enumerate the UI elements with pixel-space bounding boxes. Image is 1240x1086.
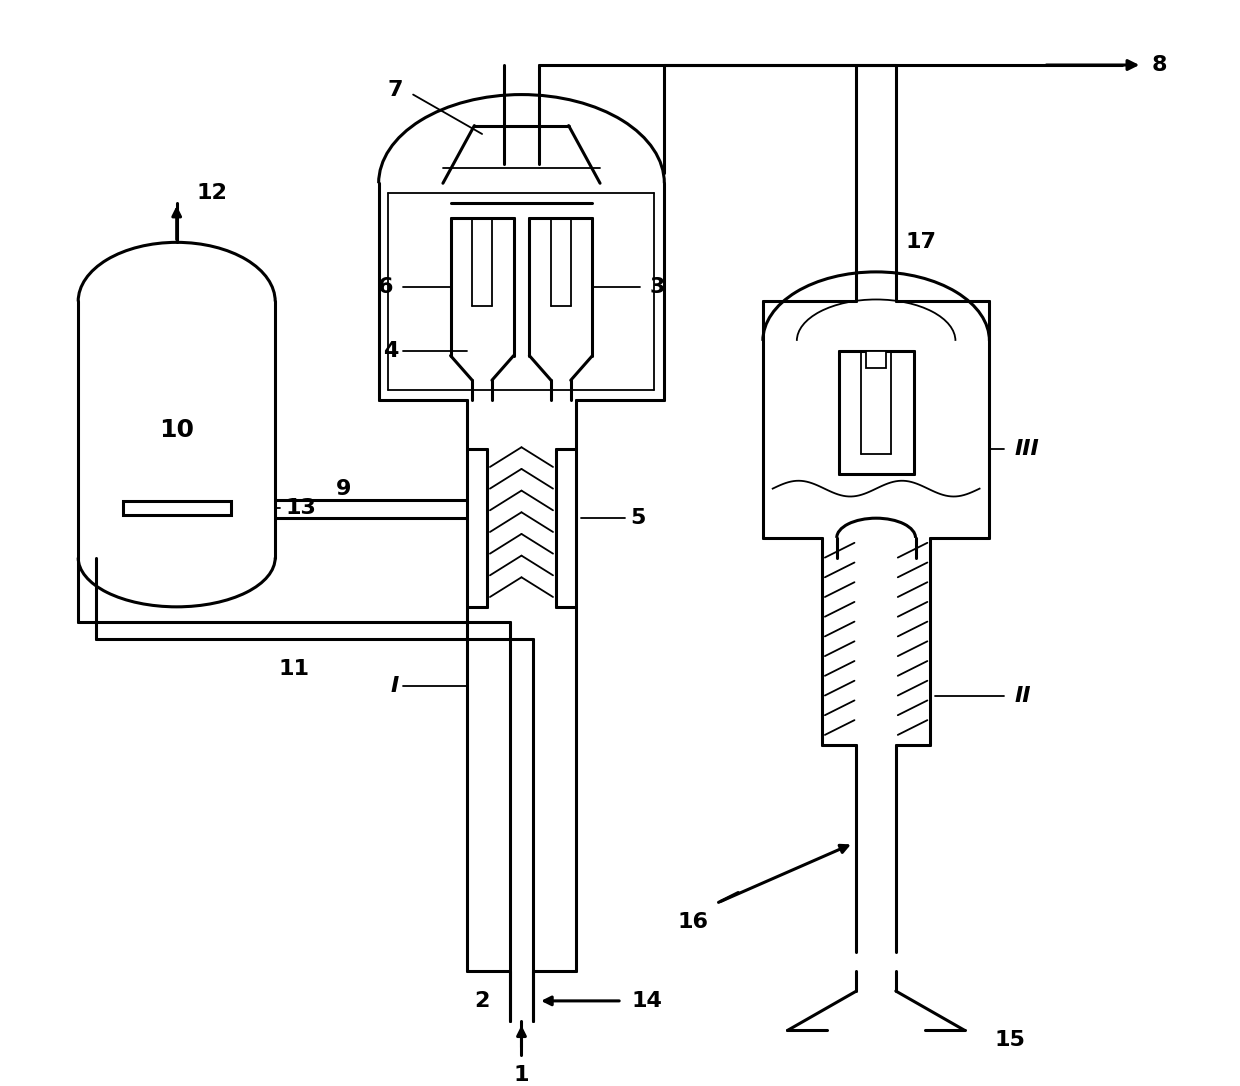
Text: 1: 1: [513, 1065, 529, 1085]
Text: III: III: [1014, 439, 1039, 459]
Text: 2: 2: [475, 990, 490, 1011]
Text: 10: 10: [159, 417, 195, 442]
Bar: [867, 351, 887, 368]
Text: 17: 17: [905, 232, 936, 252]
Text: 7: 7: [388, 79, 403, 100]
Text: 8: 8: [1152, 55, 1168, 75]
Text: 14: 14: [632, 990, 662, 1011]
Text: 9: 9: [336, 479, 352, 498]
Text: 6: 6: [378, 277, 393, 296]
Text: 16: 16: [678, 912, 709, 932]
Text: II: II: [1014, 685, 1030, 706]
Text: 5: 5: [630, 508, 645, 528]
Text: I: I: [391, 675, 398, 696]
Text: 3: 3: [650, 277, 665, 296]
Text: 11: 11: [279, 659, 310, 679]
Text: 4: 4: [383, 341, 398, 361]
Text: 13: 13: [285, 498, 316, 518]
Text: 12: 12: [196, 184, 227, 203]
Text: 15: 15: [994, 1031, 1025, 1050]
Bar: [123, 502, 231, 515]
